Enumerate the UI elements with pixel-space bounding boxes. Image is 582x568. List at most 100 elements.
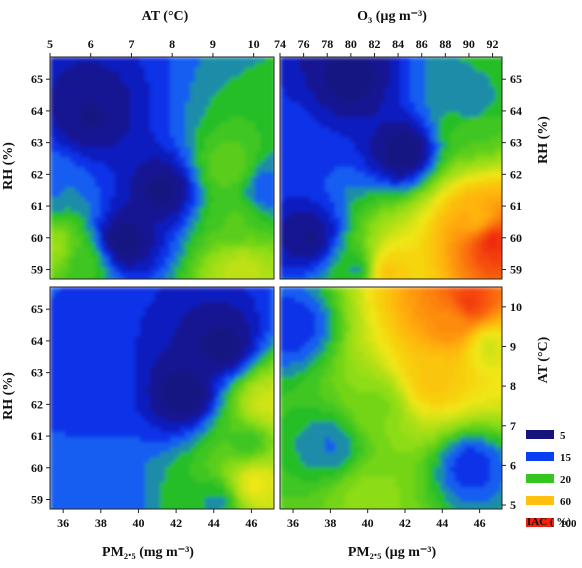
heatmap-cell xyxy=(70,292,76,298)
heatmap-cell xyxy=(395,247,401,253)
heatmap-cell xyxy=(265,337,271,343)
heatmap-cell xyxy=(205,187,211,193)
heatmap-cell xyxy=(190,137,196,143)
heatmap-cell xyxy=(210,287,216,293)
heatmap-cell xyxy=(265,202,271,208)
heatmap-cell xyxy=(120,367,126,373)
heatmap-cell xyxy=(485,97,491,103)
heatmap-cell xyxy=(490,117,496,123)
heatmap-cell xyxy=(115,177,121,183)
heatmap-cell xyxy=(175,57,181,63)
heatmap-cell xyxy=(170,332,176,338)
heatmap-cell xyxy=(190,257,196,263)
heatmap-cell xyxy=(310,227,316,233)
heatmap-cell xyxy=(165,182,171,188)
heatmap-cell xyxy=(230,312,236,318)
heatmap-cell xyxy=(235,157,241,163)
heatmap-cell xyxy=(90,337,96,343)
heatmap-cell xyxy=(65,292,71,298)
heatmap-cell xyxy=(330,227,336,233)
heatmap-cell xyxy=(155,77,161,83)
heatmap-cell xyxy=(415,212,421,218)
heatmap-cell xyxy=(255,137,261,143)
heatmap-cell xyxy=(180,217,186,223)
heatmap-cell xyxy=(180,82,186,88)
heatmap-cell xyxy=(260,127,266,133)
heatmap-cell xyxy=(135,352,141,358)
heatmap-cell xyxy=(460,87,466,93)
heatmap-cell xyxy=(440,257,446,263)
heatmap-cell xyxy=(100,227,106,233)
heatmap-cell xyxy=(425,127,431,133)
heatmap-cell xyxy=(295,212,301,218)
heatmap-cell xyxy=(110,72,116,78)
heatmap-cell xyxy=(350,142,356,148)
heatmap-cell xyxy=(145,72,151,78)
heatmap-cell xyxy=(265,382,271,388)
heatmap-cell xyxy=(230,372,236,378)
heatmap-cell xyxy=(80,357,86,363)
heatmap-cell xyxy=(490,167,496,173)
heatmap-cell xyxy=(280,202,286,208)
heatmap-cell xyxy=(470,222,476,228)
heatmap-cell xyxy=(195,207,201,213)
heatmap-cell xyxy=(230,357,236,363)
heatmap-cell xyxy=(295,122,301,128)
heatmap-cell xyxy=(430,137,436,143)
heatmap-cell xyxy=(240,277,246,279)
heatmap-cell xyxy=(50,332,56,338)
heatmap-cell xyxy=(260,277,266,279)
heatmap-cell xyxy=(155,122,161,128)
heatmap-cell xyxy=(75,82,81,88)
heatmap-cell xyxy=(445,127,451,133)
heatmap-cell xyxy=(485,227,491,233)
heatmap-cell xyxy=(180,342,186,348)
heatmap-cell xyxy=(220,372,226,378)
heatmap-cell xyxy=(315,197,321,203)
heatmap-cell xyxy=(140,367,146,373)
heatmap-cell xyxy=(205,167,211,173)
heatmap-cell xyxy=(95,327,101,333)
heatmap-cell xyxy=(170,142,176,148)
heatmap-cell xyxy=(60,267,66,273)
heatmap-cell xyxy=(435,112,441,118)
heatmap-cell xyxy=(85,112,91,118)
heatmap-cell xyxy=(290,167,296,173)
heatmap-cell xyxy=(135,67,141,73)
heatmap-cell xyxy=(325,142,331,148)
heatmap-cell xyxy=(335,272,341,278)
heatmap-cell xyxy=(115,97,121,103)
heatmap-cell xyxy=(490,247,496,253)
heatmap-cell xyxy=(260,382,266,388)
heatmap-cell xyxy=(115,72,121,78)
heatmap-cell xyxy=(200,182,206,188)
heatmap-cell xyxy=(495,217,501,223)
heatmap-cell xyxy=(145,222,151,228)
heatmap-cell xyxy=(145,317,151,323)
heatmap-cell xyxy=(140,77,146,83)
heatmap-cell xyxy=(360,67,366,73)
heatmap-cell xyxy=(85,187,91,193)
heatmap-cell xyxy=(495,177,501,183)
heatmap-cell xyxy=(75,87,81,93)
heatmap-cell xyxy=(95,372,101,378)
heatmap-cell xyxy=(420,232,426,238)
heatmap-cell xyxy=(245,82,251,88)
heatmap-cell xyxy=(300,237,306,243)
heatmap-cell xyxy=(235,147,241,153)
heatmap-cell xyxy=(245,312,251,318)
heatmap-cell xyxy=(415,132,421,138)
heatmap-cell xyxy=(445,187,451,193)
heatmap-cell xyxy=(415,62,421,68)
heatmap-cell xyxy=(185,152,191,158)
heatmap-cell xyxy=(390,257,396,263)
heatmap-cell xyxy=(75,287,81,293)
heatmap-cell xyxy=(240,157,246,163)
heatmap-cell xyxy=(85,322,91,328)
heatmap-cell xyxy=(110,322,116,328)
heatmap-cell xyxy=(235,217,241,223)
heatmap-cell xyxy=(255,257,261,263)
heatmap-cell xyxy=(490,267,496,273)
heatmap-cell xyxy=(225,262,231,268)
heatmap-cell xyxy=(150,252,156,258)
